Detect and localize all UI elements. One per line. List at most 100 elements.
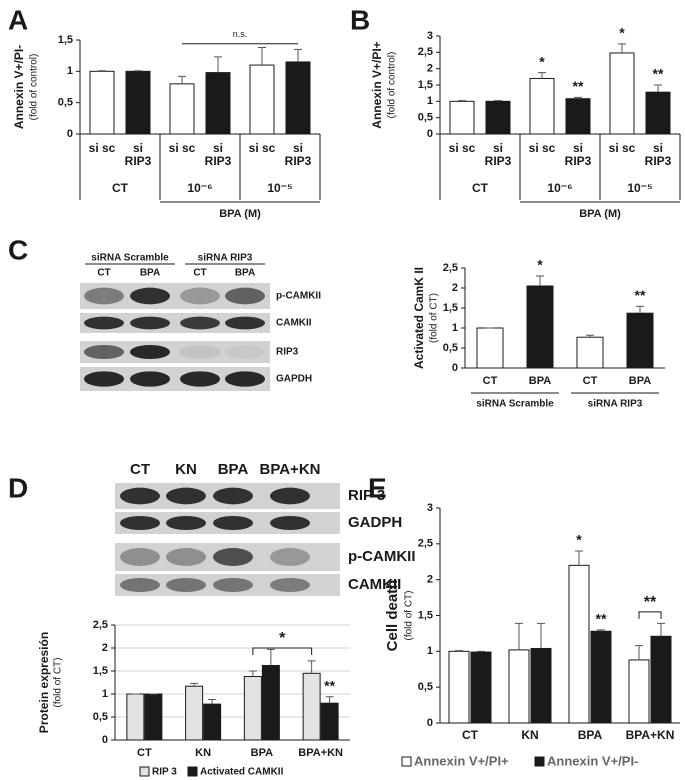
y-tick-label: 2 <box>452 282 458 294</box>
blot-band <box>213 487 253 505</box>
annotation: * <box>279 630 286 647</box>
error-bar <box>190 682 199 687</box>
bar <box>144 693 163 741</box>
band-label: p-CAMKII <box>276 291 321 302</box>
error-bar <box>515 622 523 650</box>
x-tick-label: BPA <box>251 747 273 759</box>
error-bar <box>266 648 275 666</box>
blot-band <box>84 316 124 330</box>
significance: ** <box>324 677 335 693</box>
error-bar <box>657 622 665 637</box>
y-axis-title: Cell death <box>384 580 401 652</box>
error-bar <box>654 84 662 93</box>
series-label: si sc <box>248 142 276 155</box>
error-bar <box>134 70 142 72</box>
x-tick-label: 10⁻⁶ <box>547 181 572 195</box>
y-axis-title: Annexin V+/PI+ <box>370 41 384 128</box>
x-tick-label: CT <box>583 375 598 387</box>
legend-label: Activated CAMKII <box>200 767 284 778</box>
error-bar <box>636 305 644 314</box>
x-tick-label: BPA+KN <box>298 747 343 759</box>
y-tick-label: 3 <box>427 502 433 514</box>
annotation: n.s. <box>233 29 248 39</box>
blot-band <box>213 515 253 531</box>
blot-band <box>130 287 170 305</box>
bar <box>650 635 672 724</box>
blot-band <box>213 548 253 566</box>
bar <box>628 659 650 724</box>
band-label: GADPH <box>348 514 402 531</box>
blot-band <box>84 287 124 305</box>
error-bar <box>214 56 222 73</box>
significance: ** <box>653 66 664 82</box>
y-tick-label: 2 <box>427 574 433 586</box>
y-tick-label: 1,5 <box>93 665 108 677</box>
series-label: si sc <box>608 142 636 155</box>
bar <box>590 630 612 724</box>
blot-band <box>120 515 160 531</box>
bar <box>568 564 590 724</box>
series-label: si RIP3 <box>204 142 232 168</box>
y-tick-label: 2 <box>102 642 108 654</box>
bar <box>609 52 635 135</box>
y-tick-label: 2,5 <box>443 262 458 274</box>
group-label: siRNA RIP3 <box>588 399 643 410</box>
error-bar <box>574 96 582 99</box>
legend-label: Annexin V+/PI+ <box>414 753 509 768</box>
x-tick-label: CT <box>112 181 129 195</box>
blot-band <box>166 487 206 505</box>
bar <box>169 83 195 135</box>
error-bar <box>294 48 302 62</box>
x-tick-label: BPA <box>578 728 603 742</box>
blot-band <box>120 548 160 566</box>
y-tick-label: 1 <box>452 322 458 334</box>
group-label: siRNA Scramble <box>476 399 554 410</box>
bar <box>89 70 115 135</box>
error-bar <box>586 334 594 338</box>
error-bar <box>178 75 186 84</box>
series-label: si sc <box>168 142 196 155</box>
series-label: si sc <box>88 142 116 155</box>
y-tick-label: 0 <box>427 128 433 140</box>
x-tick-label: 10⁻⁶ <box>187 181 212 195</box>
y-tick-label: 0 <box>102 734 108 746</box>
y-tick-label: 1,5 <box>58 34 73 46</box>
y-axis-subtitle: (fold of control) <box>29 54 40 121</box>
series-label-box: si RIP3 <box>285 142 312 168</box>
y-tick-label: 2,5 <box>418 538 433 550</box>
lane-label: CT <box>193 268 206 279</box>
series-label-box: si sc <box>449 142 476 155</box>
blot-band <box>180 316 220 330</box>
group-label: BPA (M) <box>579 208 621 220</box>
lane-label: CT <box>97 268 110 279</box>
x-tick-label: KN <box>521 728 538 742</box>
error-bar <box>538 72 546 79</box>
band-label: CAMKII <box>348 576 401 593</box>
blot-band <box>180 344 220 360</box>
significance: * <box>619 25 625 41</box>
bar <box>529 77 555 135</box>
error-bar <box>258 47 266 66</box>
bar <box>448 650 470 724</box>
y-axis-subtitle: (fold of CT) <box>404 590 415 640</box>
panel-letter: D <box>8 472 28 503</box>
blot-band <box>270 487 310 505</box>
error-bar <box>597 629 605 632</box>
bar <box>320 702 339 741</box>
error-bar <box>536 275 544 286</box>
blot-band <box>270 515 310 531</box>
x-tick-label: KN <box>195 747 211 759</box>
lane-label: CT <box>130 461 150 478</box>
y-axis-title: Activated CamK II <box>412 267 426 369</box>
series-label-box: si sc <box>608 142 636 155</box>
y-axis-subtitle: (fold of CT) <box>53 657 64 707</box>
band-label: GAPDH <box>276 374 312 385</box>
y-tick-label: 1 <box>427 95 433 107</box>
y-axis-title: Protein expresión <box>37 632 51 733</box>
y-tick-label: 1 <box>427 645 433 657</box>
bar <box>126 693 145 741</box>
x-tick-label: CT <box>462 728 479 742</box>
y-tick-label: 0,5 <box>58 97 73 109</box>
error-bar <box>325 696 334 704</box>
